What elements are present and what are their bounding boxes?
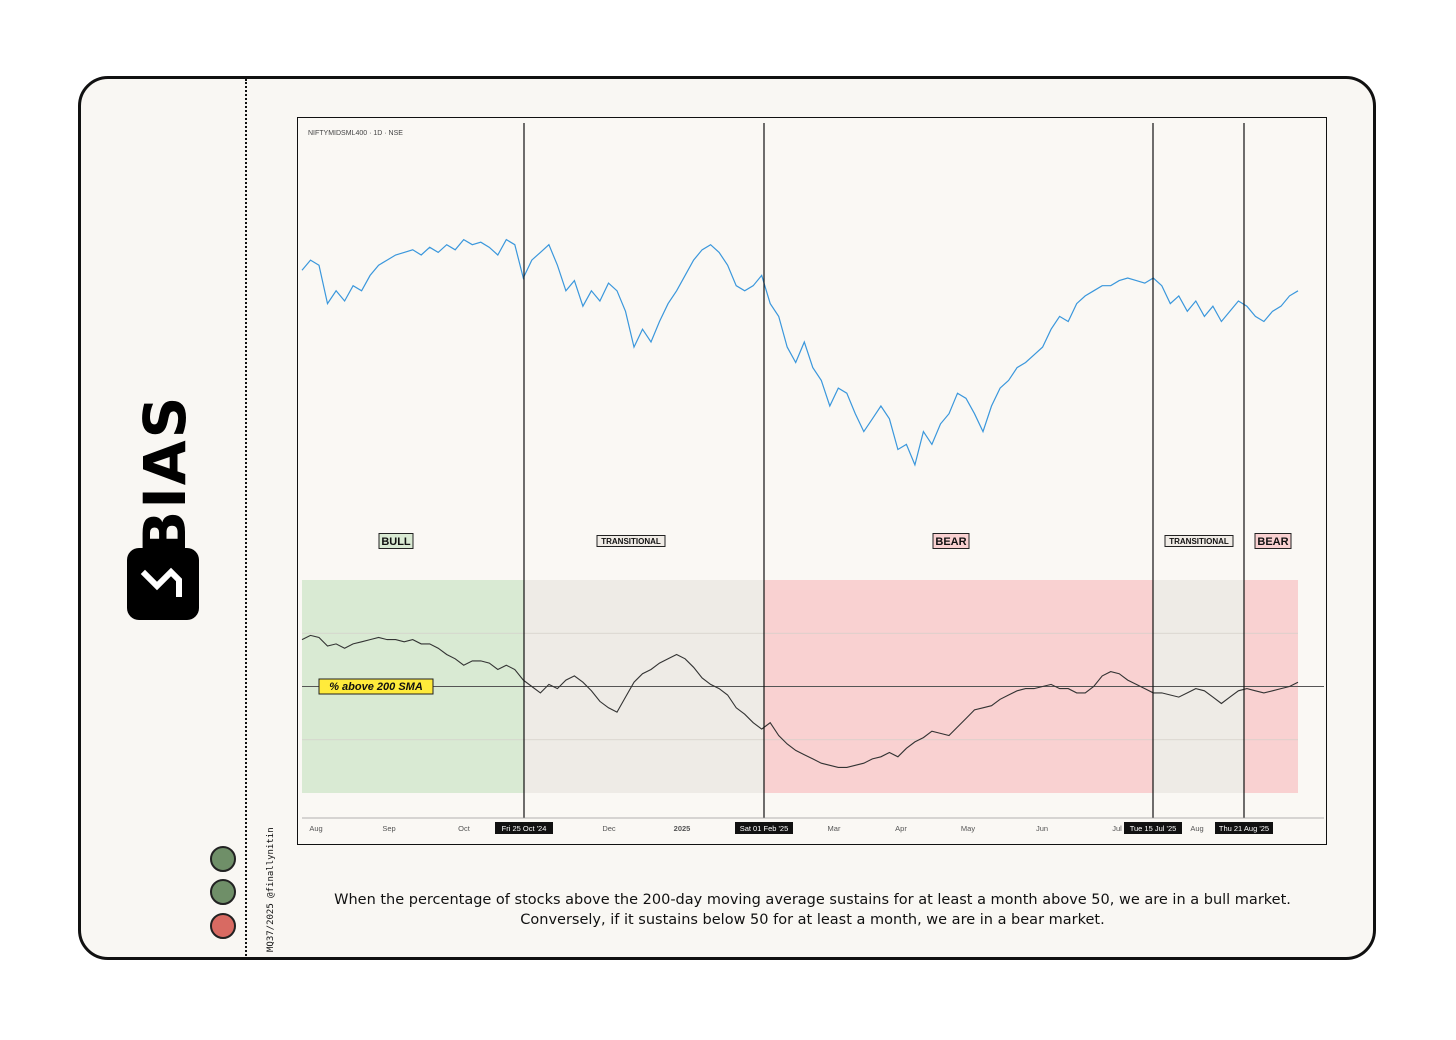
x-tick-label: Dec [602, 824, 616, 833]
chart-title: NIFTYMIDSML400 · 1D · NSE [308, 130, 403, 137]
date-marker-label: Fri 25 Oct '24 [502, 824, 547, 833]
card-divider [245, 79, 247, 959]
regime-label-bull: BULL [381, 536, 411, 548]
brand-mark-icon [127, 548, 199, 620]
chart-frame: NIFTYMIDSML400 · 1D · NSE BULL TRANSITION… [297, 117, 1327, 845]
status-dot-green [210, 879, 236, 905]
date-marker-label: Thu 21 Aug '25 [1219, 824, 1269, 833]
chart: NIFTYMIDSML400 · 1D · NSE BULL TRANSITION… [301, 123, 1324, 834]
x-tick-label: Oct [458, 824, 471, 833]
regime-label-box [596, 535, 666, 547]
x-tick-label: Apr [895, 824, 907, 833]
breadth-label-box [318, 678, 434, 695]
regime-label-box [1254, 533, 1292, 549]
date-marker-badge [495, 822, 553, 834]
x-tick-label: May [961, 824, 975, 833]
breadth-series-line [301, 634, 1299, 768]
x-tick-label: Mar [828, 824, 841, 833]
date-marker-badge [1215, 822, 1273, 834]
brand-logo: BIAS [127, 395, 207, 625]
x-tick-label: Sep [382, 824, 395, 833]
regime-label-transitional: TRANSITIONAL [601, 537, 661, 546]
regime-label-bear: BEAR [935, 536, 966, 548]
date-marker-label: Sat 01 Feb '25 [740, 824, 789, 833]
regime-label-box [378, 533, 414, 549]
x-tick-label: Aug [1190, 824, 1203, 833]
x-tick-label: 2025 [674, 824, 691, 833]
price-series-line [301, 238, 1299, 467]
regime-label-box [1164, 535, 1234, 547]
caption-text: When the percentage of stocks above the … [334, 892, 1291, 928]
author-credit: MQ37/2025 @finallynitin [266, 827, 276, 952]
date-marker-label: Tue 15 Jul '25 [1130, 824, 1177, 833]
status-dot-red [210, 913, 236, 939]
date-marker-badge [735, 822, 793, 834]
x-tick-label: Jun [1036, 824, 1048, 833]
brand-name: BIAS [131, 394, 199, 555]
regime-label-box [932, 533, 970, 549]
regime-label-bear: BEAR [1257, 536, 1288, 548]
breadth-label-text: % above 200 SMA [329, 681, 423, 693]
date-marker-badge [1124, 822, 1182, 834]
regime-label-transitional: TRANSITIONAL [1169, 537, 1229, 546]
x-tick-label: Aug [309, 824, 322, 833]
x-tick-label: Jul [1112, 824, 1122, 833]
status-dot-green [210, 846, 236, 872]
